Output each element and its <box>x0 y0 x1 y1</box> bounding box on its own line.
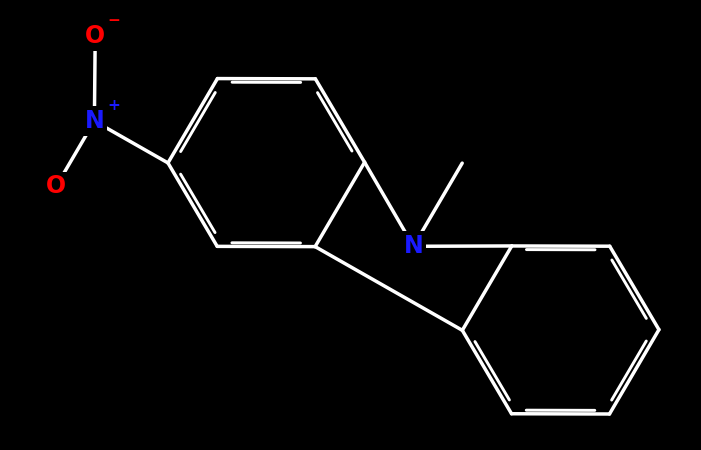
Text: N: N <box>404 234 423 258</box>
Text: −: − <box>108 13 121 28</box>
Text: O: O <box>46 175 66 198</box>
Text: +: + <box>107 98 120 113</box>
Text: O: O <box>85 24 105 48</box>
Text: N: N <box>85 109 104 133</box>
